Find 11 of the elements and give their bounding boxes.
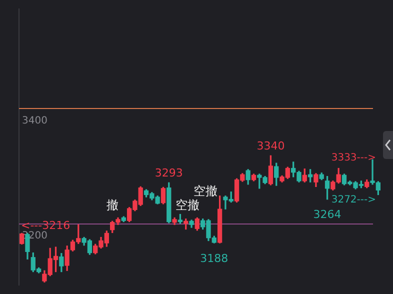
- annotation: 空撤: [176, 198, 200, 212]
- annotation: 撤: [106, 198, 118, 212]
- annotation: <---3216: [21, 218, 70, 232]
- annotation: 3333--->: [331, 152, 376, 164]
- annotation: 3293: [154, 166, 183, 180]
- annotation: 3340: [256, 139, 285, 152]
- annotation: 3188: [200, 252, 228, 265]
- y-tick-label: 3400: [22, 116, 48, 127]
- annotation: 3272--->: [331, 194, 376, 206]
- annotation: 3264: [313, 208, 342, 222]
- annotation: 空撤: [194, 184, 218, 198]
